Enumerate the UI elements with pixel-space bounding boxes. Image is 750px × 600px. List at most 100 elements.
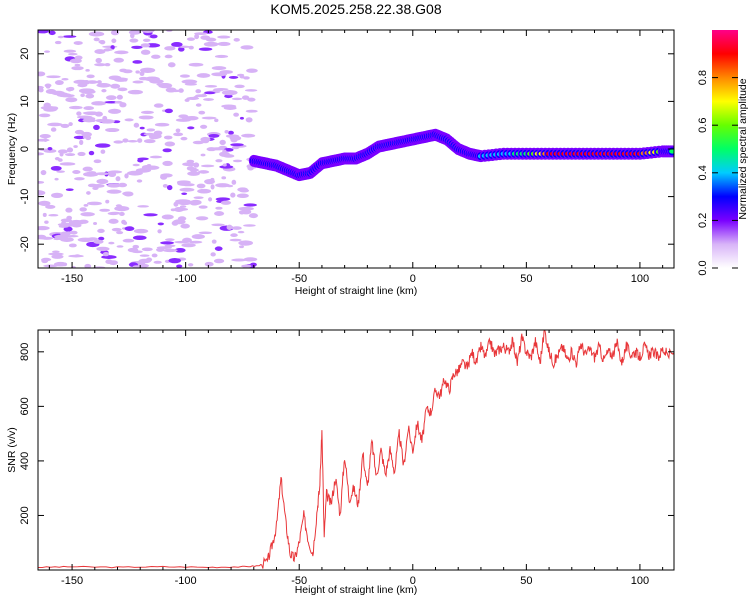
- noise-speckle: [194, 32, 208, 35]
- noise-speckle: [45, 85, 51, 89]
- noise-speckle: [116, 94, 123, 100]
- noise-speckle: [231, 97, 243, 101]
- noise-speckle: [39, 134, 51, 139]
- noise-speckle: [105, 259, 113, 264]
- snr-xtick-label: 100: [631, 575, 649, 587]
- noise-speckle: [40, 169, 47, 176]
- colorbar-tick-label: 0.2: [697, 213, 709, 228]
- noise-speckle: [122, 69, 133, 74]
- noise-speckle: [233, 37, 240, 42]
- noise-speckle: [108, 75, 122, 81]
- noise-speckle: [174, 240, 189, 244]
- noise-speckle: [98, 40, 104, 44]
- noise-speckle: [108, 108, 122, 114]
- noise-speckle: [87, 237, 99, 241]
- spectrogram-ytick-label: 0: [19, 146, 31, 152]
- noise-speckle: [48, 213, 59, 217]
- noise-speckle: [108, 171, 117, 178]
- noise-speckle: [54, 80, 64, 86]
- noise-speckle: [131, 250, 143, 254]
- noise-speckle: [227, 130, 234, 135]
- noise-speckle: [138, 115, 154, 120]
- noise-speckle: [234, 84, 245, 89]
- noise-speckle: [48, 30, 56, 36]
- noise-speckle: [144, 76, 160, 82]
- noise-speckle: [96, 246, 110, 252]
- noise-speckle: [221, 104, 237, 108]
- noise-speckle: [80, 93, 85, 98]
- noise-speckle: [239, 116, 244, 120]
- noise-speckle: [160, 241, 175, 245]
- noise-speckle: [38, 200, 51, 206]
- noise-speckle: [162, 184, 168, 188]
- spectrogram-ytick-label: -10: [19, 189, 31, 205]
- noise-speckle: [127, 140, 138, 143]
- noise-speckle: [195, 216, 209, 221]
- noise-speckle: [162, 248, 178, 253]
- noise-speckle: [222, 163, 227, 167]
- noise-speckle: [91, 101, 106, 106]
- noise-speckle: [83, 106, 95, 111]
- noise-speckle: [194, 33, 200, 40]
- noise-speckle: [153, 260, 162, 264]
- noise-speckle: [241, 264, 252, 268]
- noise-speckle: [154, 122, 170, 127]
- noise-speckle: [65, 97, 78, 103]
- noise-speckle: [139, 126, 145, 130]
- noise-speckle: [231, 258, 247, 262]
- noise-speckle: [198, 110, 206, 115]
- noise-speckle: [53, 237, 61, 241]
- noise-speckle: [162, 148, 172, 153]
- noise-speckle: [188, 62, 204, 67]
- noise-speckle: [74, 63, 81, 67]
- spectrogram-xlabel: Height of straight line (km): [295, 285, 418, 297]
- noise-speckle: [170, 208, 176, 212]
- noise-speckle: [238, 240, 254, 246]
- noise-speckle: [217, 41, 231, 47]
- noise-speckle: [80, 212, 95, 217]
- noise-speckle: [71, 66, 84, 71]
- noise-speckle: [45, 204, 56, 209]
- noise-speckle: [46, 75, 61, 79]
- noise-speckle: [203, 41, 219, 47]
- noise-speckle: [215, 183, 230, 188]
- noise-speckle: [111, 227, 122, 232]
- noise-speckle: [101, 255, 117, 259]
- noise-speckle: [85, 93, 95, 99]
- noise-speckle: [50, 127, 57, 132]
- noise-speckle: [102, 45, 118, 49]
- noise-speckle: [142, 38, 151, 42]
- noise-speckle: [174, 247, 186, 253]
- noise-speckle: [116, 245, 124, 248]
- noise-speckle: [178, 46, 185, 52]
- noise-speckle: [175, 128, 181, 133]
- noise-speckle: [208, 197, 213, 202]
- colorbar-tick-label: 0.0: [697, 260, 709, 275]
- noise-speckle: [198, 205, 208, 209]
- noise-speckle: [106, 189, 122, 194]
- noise-speckle: [123, 191, 134, 197]
- noise-speckle: [230, 138, 238, 143]
- noise-speckle: [65, 207, 73, 213]
- noise-speckle: [119, 102, 127, 108]
- noise-speckle: [114, 205, 130, 212]
- noise-speckle: [197, 188, 212, 194]
- noise-speckle: [164, 54, 173, 59]
- noise-speckle: [127, 89, 143, 95]
- noise-speckle: [71, 223, 82, 228]
- noise-speckle: [157, 229, 162, 234]
- noise-speckle: [219, 139, 226, 146]
- noise-speckle: [165, 87, 177, 93]
- noise-speckle: [179, 187, 195, 192]
- noise-speckle: [219, 151, 230, 157]
- noise-speckle: [179, 74, 190, 78]
- figure-title: KOM5.2025.258.22.38.G08: [270, 1, 441, 17]
- noise-speckle: [82, 166, 93, 172]
- colorbar-ticks: 0.0 0.2 0.4 0.6 0.8: [697, 70, 738, 276]
- noise-speckle: [54, 157, 60, 161]
- noise-speckle: [105, 127, 120, 133]
- noise-speckle: [211, 66, 227, 71]
- noise-speckle: [140, 43, 151, 48]
- signal-core: [669, 149, 674, 154]
- snr-ytick-label: 600: [19, 397, 31, 415]
